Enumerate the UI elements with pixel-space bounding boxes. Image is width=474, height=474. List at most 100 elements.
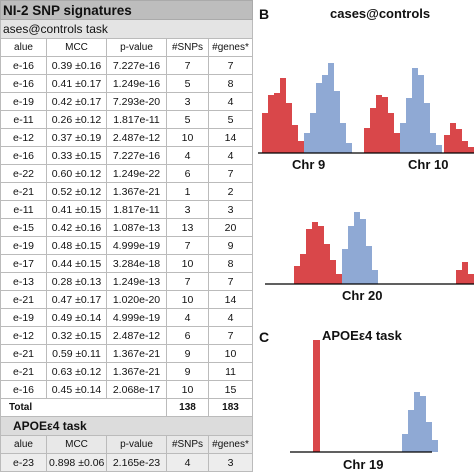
table-cell: e-16	[0, 56, 47, 75]
histogram-bar-red	[330, 260, 336, 284]
header-cell: #genes*	[207, 38, 254, 57]
table-row: e-13 0.28 ±0.13 1.249e-13 7 7	[0, 272, 254, 291]
table-row: e-12 0.32 ±0.15 2.487e-12 6 7	[0, 326, 254, 345]
table-title: NI-2 SNP signatures	[0, 0, 254, 20]
histogram-bar-blue	[432, 440, 438, 452]
histogram-bar-red	[364, 128, 370, 153]
histogram-bar-red	[462, 141, 468, 153]
histogram-bar-blue	[334, 91, 340, 153]
histogram-bar-red	[292, 125, 298, 153]
histogram-bar-red	[462, 262, 468, 284]
histogram-bar-red	[312, 222, 318, 284]
table-row: e-19 0.49 ±0.14 4.999e-19 4 4	[0, 308, 254, 327]
histogram-bar-blue	[310, 113, 316, 153]
histogram-bar-blue	[360, 219, 366, 284]
apoe-cell: 3	[207, 453, 254, 472]
histogram-bar-red	[468, 274, 474, 284]
table-row: e-21 0.59 ±0.11 1.367e-21 9 10	[0, 344, 254, 363]
header2-cell: alue	[0, 435, 47, 454]
panel-b-label: B	[259, 6, 270, 22]
histogram-bar-red	[318, 226, 324, 284]
histogram-bar-blue	[328, 63, 334, 153]
histogram-bar-blue	[424, 103, 430, 153]
histogram-bar-red	[388, 113, 394, 153]
histogram-bar-red	[456, 129, 462, 153]
histogram-bar-blue	[430, 133, 436, 153]
table-cell: 1.249e-22	[106, 164, 167, 183]
table-cell: 0.39 ±0.16	[46, 56, 107, 75]
histogram-bar-blue	[406, 98, 412, 153]
table-cell: 2.487e-12	[106, 326, 167, 345]
table-cell: 0.42 ±0.16	[46, 218, 107, 237]
table-row: e-16 0.45 ±0.14 2.068e-17 10 15	[0, 380, 254, 399]
chr-label: Chr 19	[343, 457, 384, 472]
table-row: e-21 0.47 ±0.17 1.020e-20 10 14	[0, 290, 254, 309]
apoe-row: e-23 0.898 ±0.06 2.165e-23 4 3	[0, 453, 254, 472]
histogram-bar-red	[294, 266, 300, 284]
task-row: ases@controls task	[0, 19, 254, 39]
table-row: e-11 0.26 ±0.12 1.817e-11 5 5	[0, 110, 254, 129]
histogram-bar-red	[370, 108, 376, 153]
apoe-cell: 0.898 ±0.06	[46, 453, 107, 472]
histogram-bar-blue	[342, 249, 348, 284]
table-cell: 7.293e-20	[106, 92, 167, 111]
table-cell: 2.068e-17	[106, 380, 167, 399]
chr-label: Chr 9	[292, 157, 326, 172]
table-cell: 3.284e-18	[106, 254, 167, 273]
snp-signature-table: NI-2 SNP signatures ases@controls task a…	[0, 0, 254, 472]
table-row: e-19 0.48 ±0.15 4.999e-19 7 9	[0, 236, 254, 255]
histogram-bar-red	[298, 141, 304, 153]
histogram-bar-red	[313, 340, 320, 452]
histogram-bar-red	[336, 274, 342, 284]
histogram-bar-blue	[372, 270, 378, 284]
histogram-bar-blue	[322, 75, 328, 153]
histogram-bar-blue	[366, 246, 372, 284]
histogram-bar-blue	[412, 68, 418, 153]
histogram-bar-blue	[420, 396, 426, 452]
table-cell: 0.26 ±0.12	[46, 110, 107, 129]
header2-cell: #genes*	[207, 435, 254, 454]
header2-cell: p-value	[106, 435, 167, 454]
histogram-bar-blue	[436, 145, 442, 153]
apoe-cell: 4	[166, 453, 209, 472]
table-title-row: NI-2 SNP signatures	[0, 0, 254, 20]
header-cell: alue	[0, 38, 47, 57]
histogram-bar-blue	[304, 133, 310, 153]
panel-c-title: APOEε4 task	[322, 328, 402, 343]
histogram-bar-red	[286, 103, 292, 153]
task-label: ases@controls task	[0, 19, 254, 39]
table-row: e-16 0.33 ±0.15 7.227e-16 4 4	[0, 146, 254, 165]
histogram-bar-red	[394, 133, 400, 153]
table-cell: e-16	[0, 380, 47, 399]
table-cell: 3	[207, 200, 254, 219]
table-row: e-22 0.60 ±0.12 1.249e-22 6 7	[0, 164, 254, 183]
table-cell: 0.60 ±0.12	[46, 164, 107, 183]
histogram-bar-blue	[408, 410, 414, 452]
histogram-bar-blue	[346, 143, 352, 153]
panel-c-label: C	[259, 329, 270, 345]
header-row: alue MCC p-value #SNPs #genes*	[0, 38, 254, 57]
table-row: e-16 0.39 ±0.16 7.227e-16 7 7	[0, 56, 254, 75]
histogram-bar-red	[444, 135, 450, 153]
histogram-bar-blue	[414, 392, 420, 452]
histogram-bar-red	[468, 147, 474, 153]
histogram-bar-blue	[316, 83, 322, 153]
table-cell: e-19	[0, 308, 47, 327]
histogram-bar-red	[306, 229, 312, 284]
histogram-bar-red	[280, 78, 286, 153]
table-row: e-19 0.42 ±0.17 7.293e-20 3 4	[0, 92, 254, 111]
table-cell: 0.33 ±0.15	[46, 146, 107, 165]
table-cell: 4	[207, 92, 254, 111]
histogram-bar-red	[382, 97, 388, 153]
histogram-bar-red	[450, 123, 456, 153]
histogram-bar-blue	[354, 212, 360, 284]
histogram-bar-red	[456, 270, 462, 284]
chr-label: Chr 10	[408, 157, 449, 172]
table-cell: 7	[207, 326, 254, 345]
table-cell: e-21	[0, 362, 47, 381]
table-cell: e-11	[0, 200, 47, 219]
histogram-bar-red	[274, 93, 280, 153]
histogram-bar-red	[376, 95, 382, 153]
histogram-bar-blue	[340, 123, 346, 153]
histogram-bar-blue	[400, 123, 406, 153]
